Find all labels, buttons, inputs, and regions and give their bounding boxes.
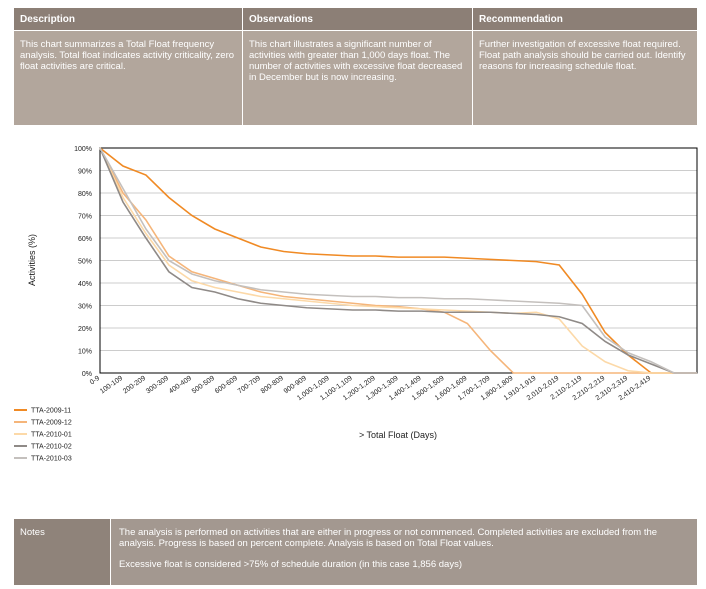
y-tick-label: 100% [74, 146, 92, 153]
legend-label: TTA-2010-01 [31, 432, 72, 439]
header-cell: Description [14, 8, 242, 30]
body-cell: Further investigation of excessive float… [473, 31, 697, 125]
y-tick-label: 80% [78, 191, 92, 198]
x-tick-label: 500-509 [191, 375, 216, 396]
y-tick-label: 90% [78, 169, 92, 176]
x-tick-label: 300-309 [145, 375, 170, 396]
legend-label: TTA-2010-03 [31, 456, 72, 463]
chart: Activities (%) > Total Float (Days) 0% 10… [14, 146, 698, 463]
series-line [99, 147, 697, 374]
x-tick-label: 100-109 [99, 375, 124, 396]
x-tick-label: 600-609 [214, 375, 239, 396]
series-line [99, 147, 697, 374]
x-tick-label: 800-809 [260, 375, 285, 396]
notes-label: Notes [14, 519, 110, 585]
y-tick-label: 70% [78, 214, 92, 221]
x-axis-label: > Total Float (Days) [359, 430, 437, 440]
y-tick-label: 10% [78, 349, 92, 356]
x-tick-label: 400-409 [168, 375, 193, 396]
x-tick-label: 0-9 [89, 375, 101, 387]
y-tick-label: 30% [78, 304, 92, 311]
y-tick-label: 40% [78, 281, 92, 288]
y-tick-label: 60% [78, 236, 92, 243]
y-tick-label: 0% [82, 371, 92, 378]
series-line [99, 147, 697, 374]
notes-paragraph: The analysis is performed on activities … [119, 527, 658, 549]
x-tick-label: 700-709 [237, 375, 262, 396]
legend-label: TTA-2010-02 [31, 444, 72, 451]
y-axis-label: Activities (%) [27, 234, 37, 286]
legend-label: TTA-2009-11 [31, 408, 71, 415]
body-cell: This chart summarizes a Total Float freq… [14, 31, 242, 125]
body-cell: This chart illustrates a significant num… [243, 31, 472, 125]
x-tick-label: 200-209 [122, 375, 147, 396]
header-cell: Recommendation [473, 8, 697, 30]
notes-paragraph: Excessive float is considered >75% of sc… [119, 559, 462, 570]
series-line [99, 147, 697, 374]
y-tick-label: 20% [78, 326, 92, 333]
series-line [99, 147, 697, 374]
plot-border [99, 147, 698, 374]
notes-text: The analysis is performed on activities … [111, 519, 697, 585]
legend-label: TTA-2009-12 [31, 420, 72, 427]
y-tick-label: 50% [78, 259, 92, 266]
header-cell: Observations [243, 8, 472, 30]
